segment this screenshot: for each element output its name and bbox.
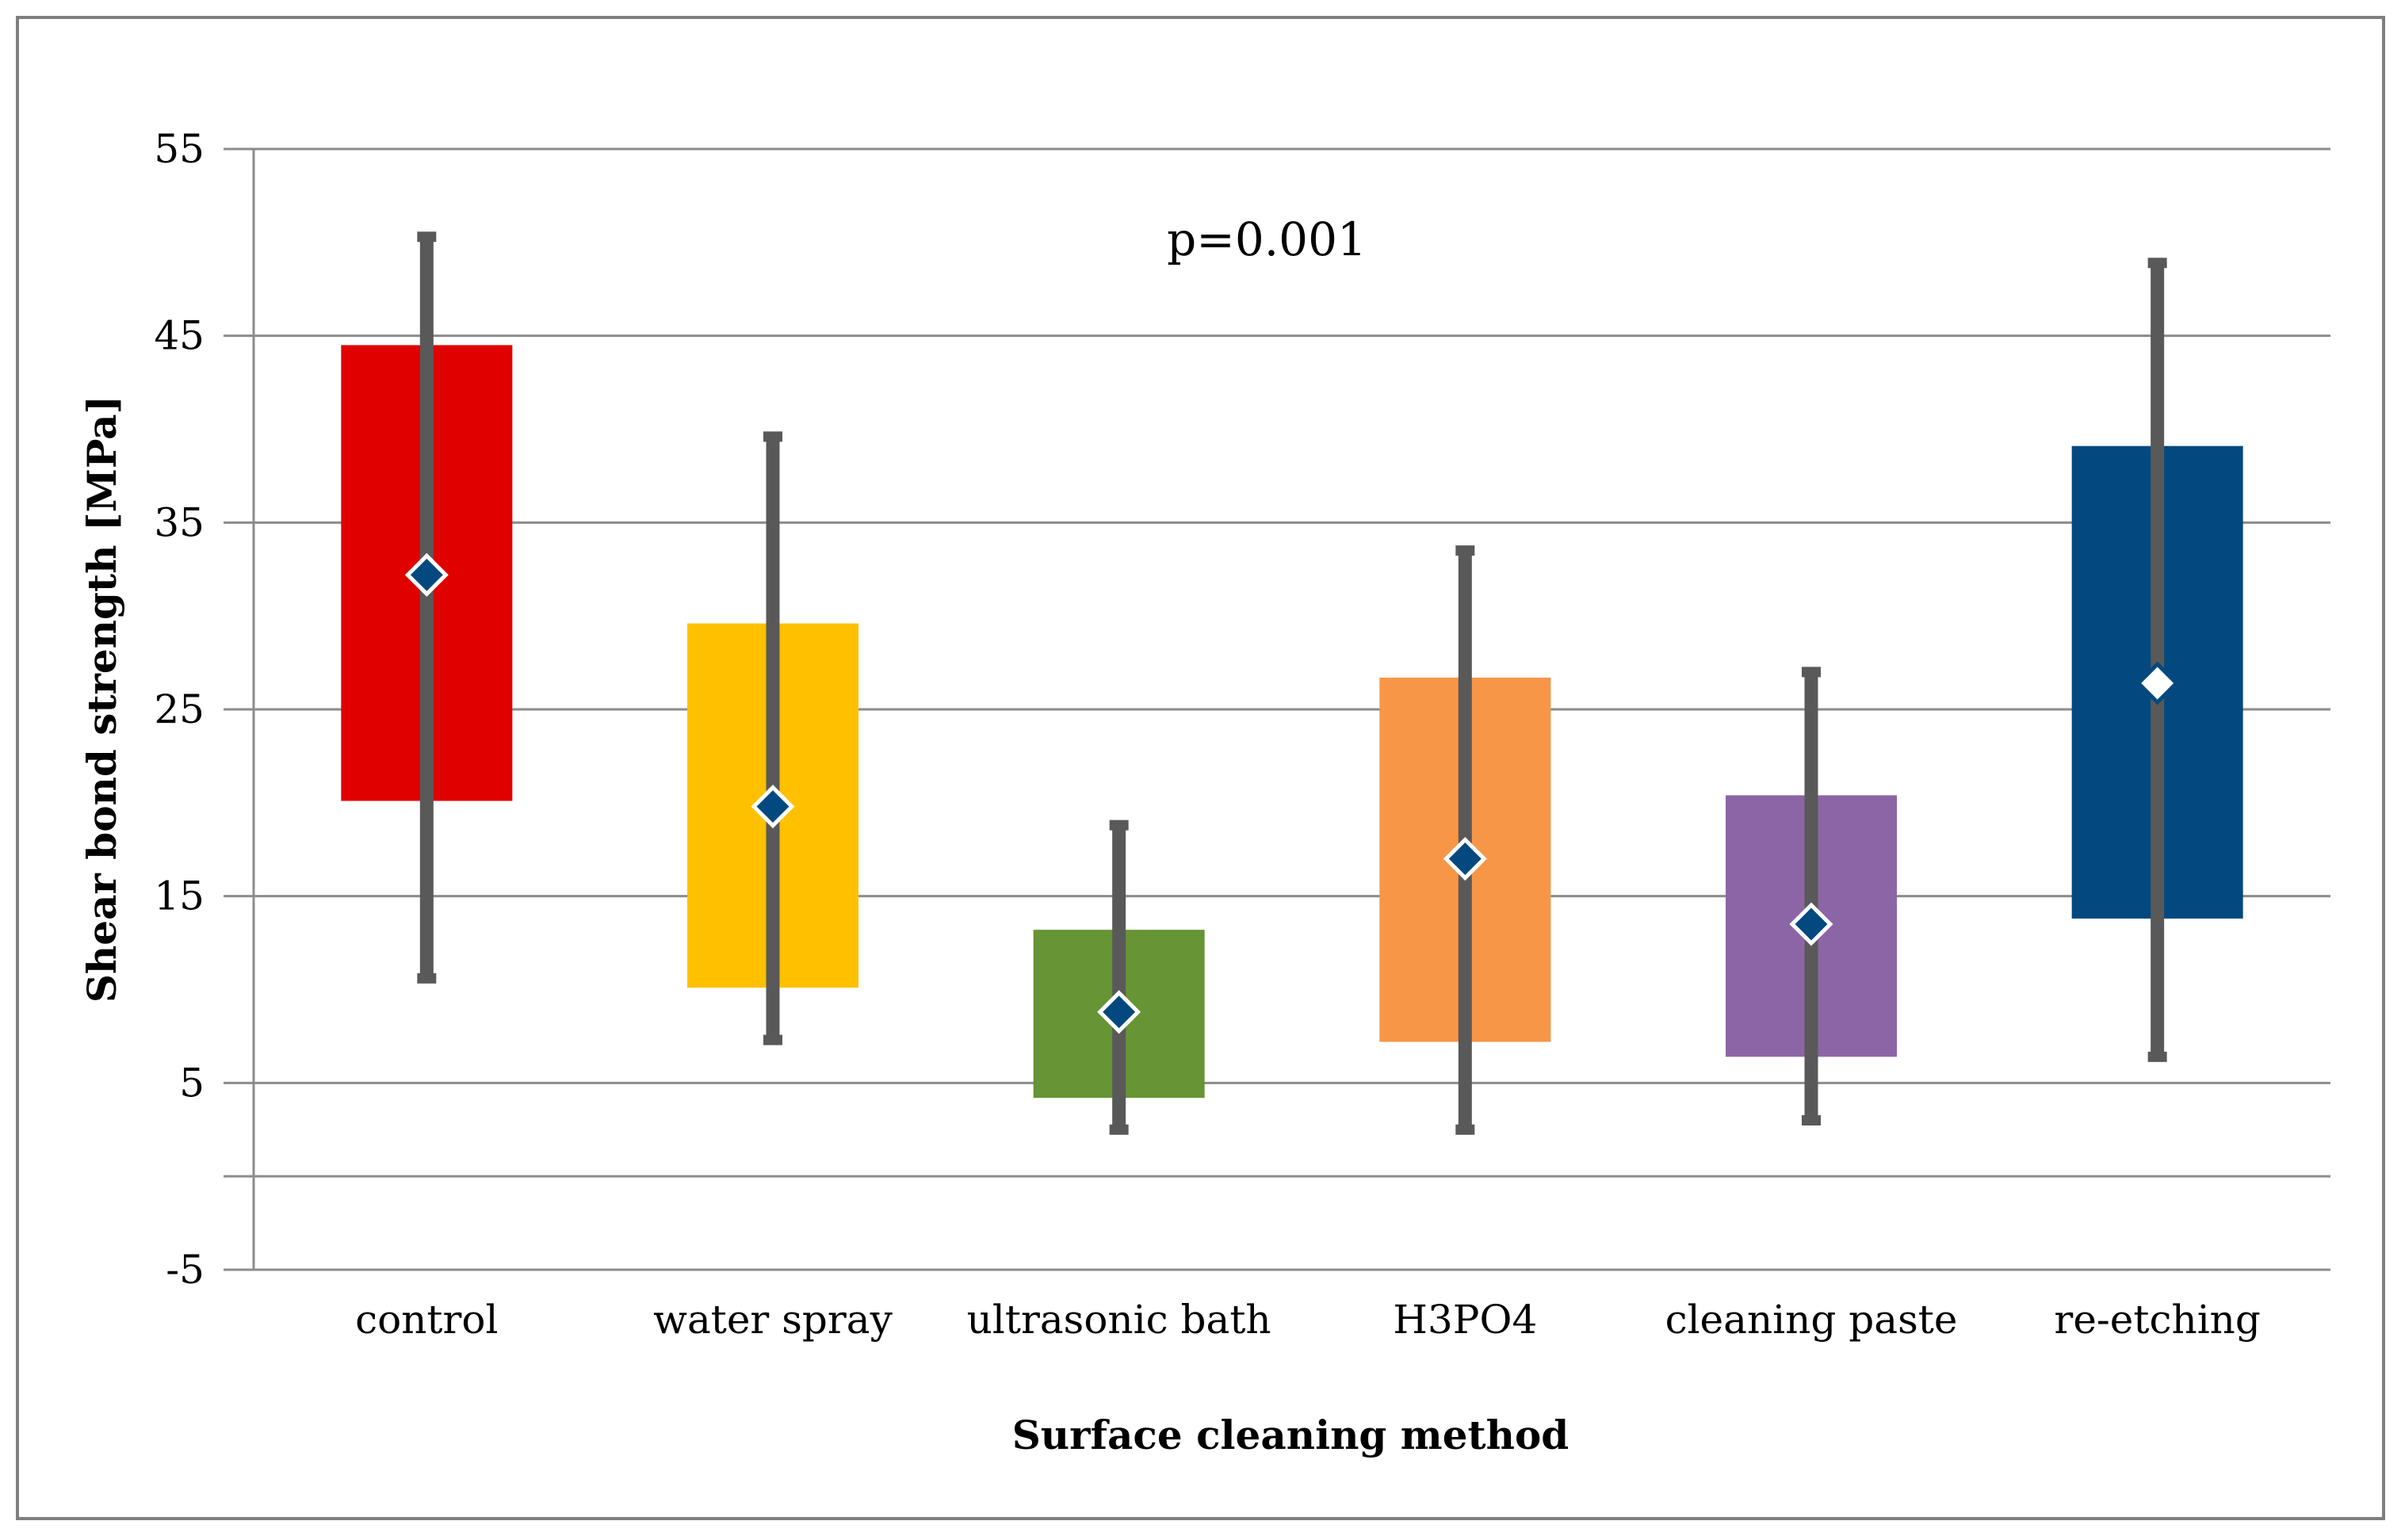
mean-marker bbox=[1789, 902, 1833, 946]
mean-marker bbox=[751, 785, 795, 829]
y-tick-label: 5 bbox=[179, 1060, 205, 1106]
gridlines bbox=[224, 147, 2330, 1271]
x-tick-label: cleaning paste bbox=[1665, 1297, 1958, 1343]
y-tick-label: -5 bbox=[166, 1247, 205, 1293]
mean-marker bbox=[2135, 661, 2180, 705]
y-tick-label: 55 bbox=[154, 126, 205, 172]
y-tick-labels: 55 45 35 25 15 5 -5 bbox=[154, 126, 205, 1293]
x-tick-label: re-etching bbox=[2054, 1297, 2260, 1343]
x-axis-title: Surface cleaning method bbox=[1012, 1412, 1569, 1458]
mean-marker bbox=[1097, 990, 1141, 1034]
mean-markers bbox=[404, 552, 2180, 1034]
p-value-annotation: p=0.001 bbox=[1167, 212, 1367, 266]
y-tick-label: 25 bbox=[154, 686, 205, 732]
y-tick-label: 45 bbox=[154, 313, 205, 359]
mean-marker bbox=[404, 552, 449, 597]
x-tick-label: H3PO4 bbox=[1393, 1297, 1537, 1343]
y-tick-label: 15 bbox=[154, 873, 205, 919]
x-tick-label: ultrasonic bath bbox=[967, 1297, 1271, 1343]
y-axis-title: Shear bond strength [MPa] bbox=[78, 396, 125, 1003]
x-tick-label: control bbox=[355, 1297, 498, 1343]
y-tick-label: 35 bbox=[154, 499, 205, 545]
x-tick-label: water spray bbox=[653, 1297, 893, 1343]
x-tick-labels: control water spray ultrasonic bath H3PO4 cl… bbox=[355, 1297, 2261, 1343]
mean-marker bbox=[1443, 836, 1487, 881]
